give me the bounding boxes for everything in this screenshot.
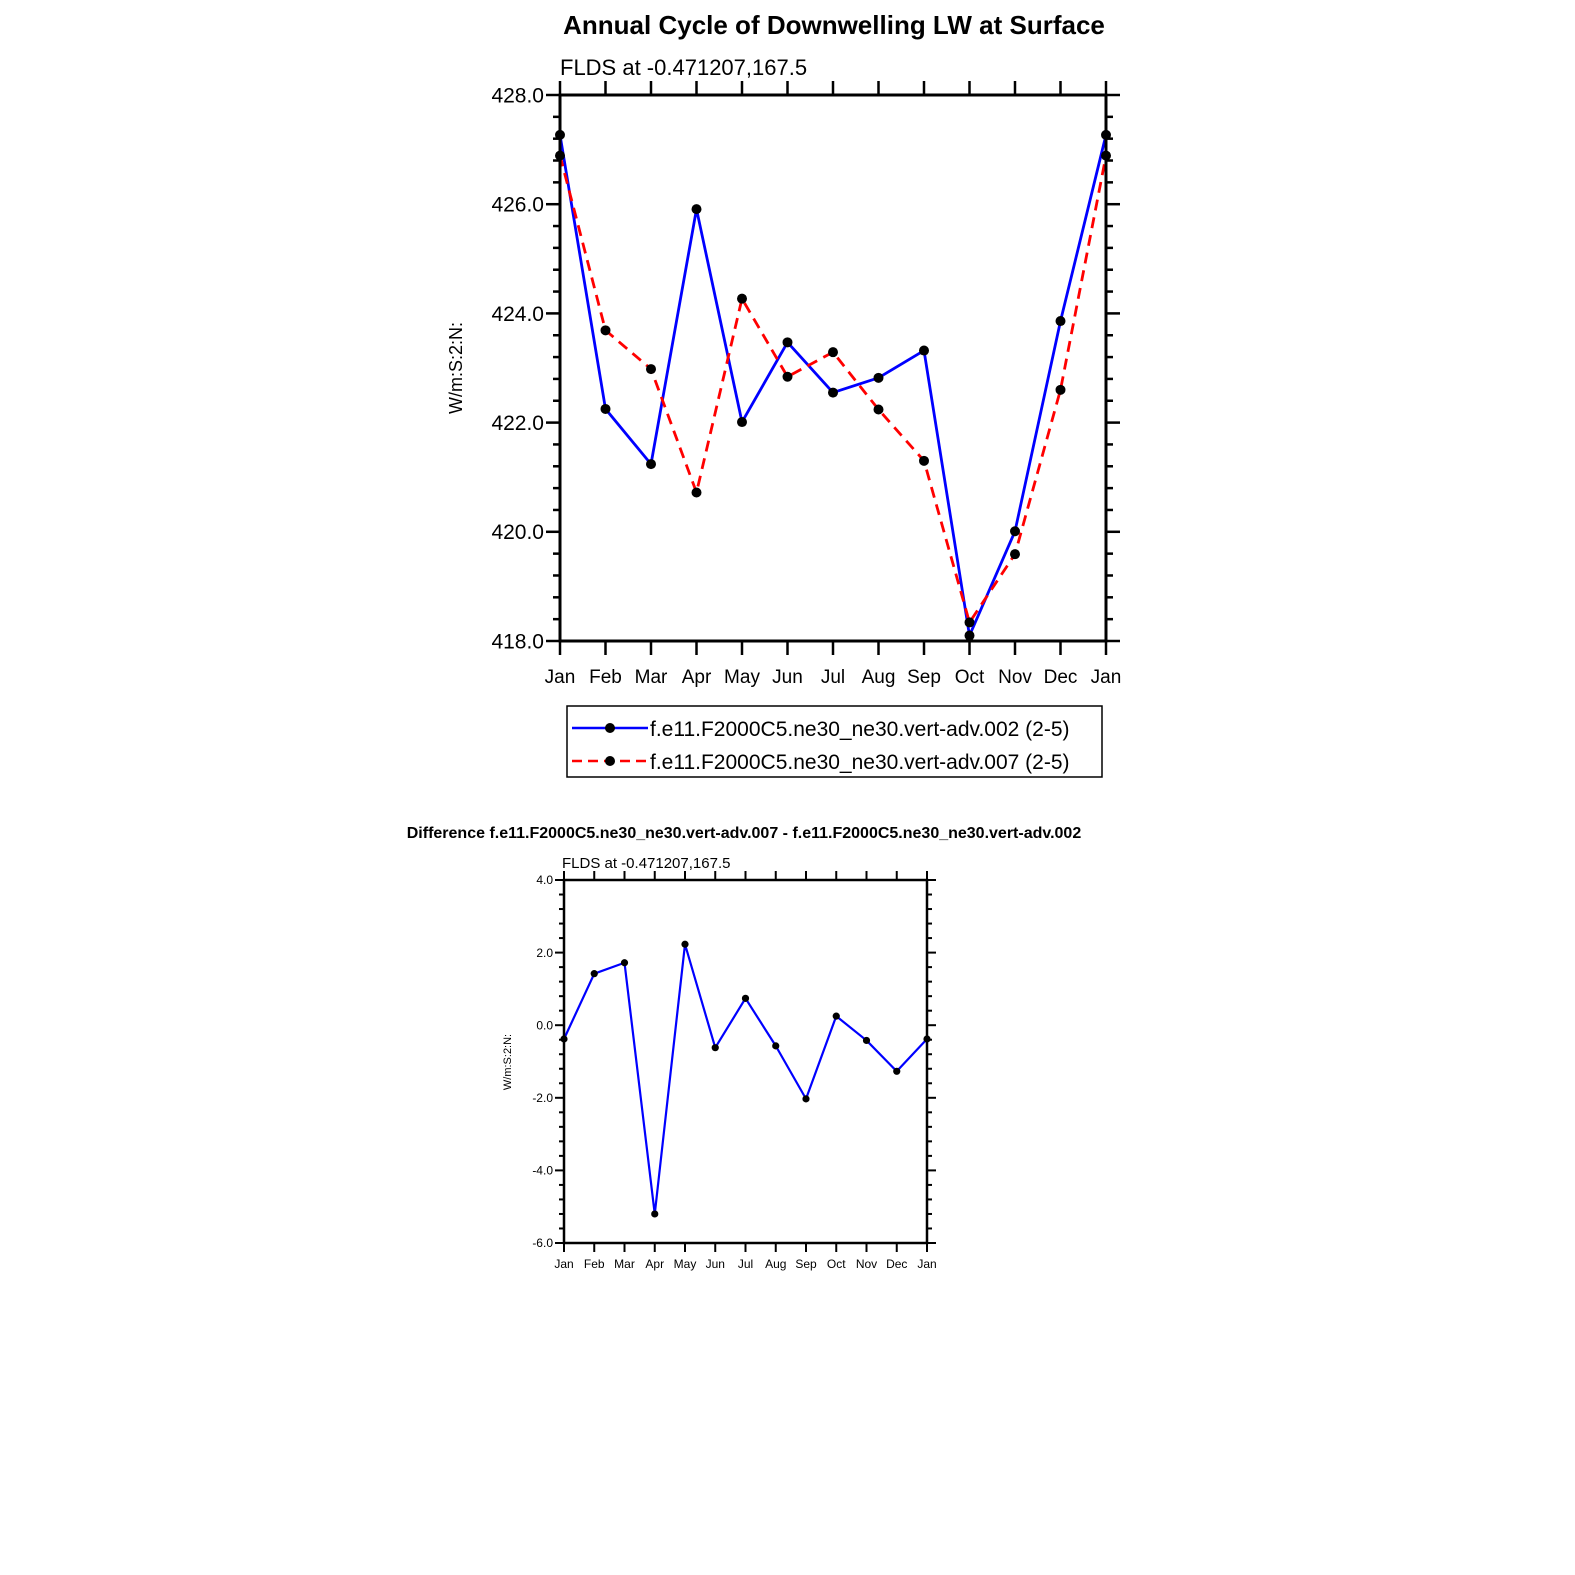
y-tick-label: 424.0 (491, 303, 544, 326)
x-tick-label: Jun (706, 1257, 725, 1271)
y-tick-label: 418.0 (491, 630, 544, 653)
x-tick-label: Jan (554, 1257, 573, 1271)
x-tick-label: May (674, 1257, 697, 1271)
data-point-series-1 (737, 417, 747, 428)
data-point-series-1 (1010, 526, 1020, 537)
data-point-series-2 (646, 364, 656, 375)
data-point-series-2 (600, 325, 611, 336)
data-point-series-2 (691, 487, 702, 498)
x-tick-label: Apr (682, 667, 712, 688)
data-point-series-2 (737, 293, 747, 304)
data-point-series-1 (681, 940, 689, 948)
bottom-chart-title: Difference f.e11.F2000C5.ne30_ne30.vert-… (407, 825, 1082, 842)
data-point-series-1 (828, 387, 838, 398)
data-point-series-1 (1055, 316, 1066, 327)
legend-box (566, 705, 1103, 778)
data-point-series-2 (964, 617, 975, 628)
top-chart-legend: f.e11.F2000C5.ne30_ne30.vert-adv.002 (2-… (566, 705, 1103, 778)
data-point-series-1 (802, 1095, 810, 1103)
x-tick-label: Feb (584, 1257, 605, 1271)
data-point-series-1 (893, 1067, 901, 1075)
x-tick-label: Dec (886, 1257, 907, 1271)
legend-marker-series-1 (605, 723, 615, 733)
top-chart-frame (558, 93, 1108, 643)
y-tick-label: 420.0 (491, 521, 544, 544)
data-point-series-1 (711, 1044, 719, 1052)
data-point-series-1 (651, 1210, 659, 1218)
data-point-series-2 (1055, 384, 1066, 395)
x-tick-label: Oct (827, 1257, 846, 1271)
x-tick-label: Sep (795, 1257, 817, 1271)
top-chart-ylabel: W/m:S:2:N: (446, 322, 466, 414)
top-chart-subtitle: FLDS at -0.471207,167.5 (560, 55, 807, 80)
legend-label-series-2: f.e11.F2000C5.ne30_ne30.vert-adv.007 (2-… (650, 751, 1070, 774)
bottom-chart-ylabel: W/m:S:2:N: (502, 1034, 514, 1090)
data-point-series-1 (919, 345, 929, 356)
y-tick-label: 422.0 (491, 412, 544, 435)
top-chart-tick-labels: 418.0 420.0 422.0 424.0 426.0 428.0 Jan Feb Mar A… (491, 84, 1121, 688)
y-tick-label: 428.0 (491, 84, 544, 107)
data-point-series-2 (873, 404, 884, 415)
x-tick-label: Sep (907, 667, 941, 688)
data-point-series-1 (691, 204, 702, 215)
data-point-series-1 (832, 1012, 840, 1020)
data-point-series-1 (646, 459, 656, 470)
top-chart-title: Annual Cycle of Downwelling LW at Surfac… (563, 10, 1105, 40)
data-point-series-1 (590, 970, 598, 978)
top-chart-series (555, 129, 1111, 641)
y-tick-label: 0.0 (536, 1018, 553, 1032)
data-point-series-1 (620, 959, 629, 967)
data-point-series-2 (828, 347, 838, 358)
x-tick-label: Oct (955, 667, 985, 688)
data-point-series-2 (782, 371, 793, 382)
x-tick-label: Nov (856, 1257, 877, 1271)
bottom-chart: Difference f.e11.F2000C5.ne30_ne30.vert-… (407, 825, 1082, 1271)
bottom-chart-frame (562, 878, 929, 1245)
x-tick-label: Aug (862, 667, 896, 688)
series-line-1 (558, 134, 1108, 637)
x-tick-label: May (724, 667, 760, 688)
data-point-series-1 (964, 630, 975, 641)
x-tick-label: Mar (614, 1257, 635, 1271)
x-tick-label: Feb (589, 667, 622, 688)
x-tick-label: Apr (645, 1257, 664, 1271)
x-tick-label: Jan (545, 667, 576, 688)
top-chart-axes (546, 81, 1120, 655)
y-tick-label: -2.0 (532, 1091, 553, 1105)
x-tick-label: Jul (738, 1257, 753, 1271)
data-point-series-2 (919, 455, 929, 466)
x-tick-label: Nov (998, 667, 1032, 688)
y-tick-label: 2.0 (536, 946, 553, 960)
data-point-series-1 (862, 1036, 871, 1045)
bottom-chart-axes (555, 871, 936, 1252)
x-tick-label: Jan (1091, 667, 1122, 688)
bottom-chart-subtitle: FLDS at -0.471207,167.5 (562, 855, 730, 872)
data-point-series-1 (741, 994, 750, 1002)
top-chart: Annual Cycle of Downwelling LW at Surfac… (446, 10, 1121, 778)
data-point-series-2 (1010, 549, 1020, 560)
data-point-series-1 (600, 403, 611, 414)
data-point-series-1 (782, 337, 793, 348)
y-tick-label: -4.0 (532, 1164, 553, 1178)
y-tick-label: -6.0 (532, 1236, 553, 1250)
legend-label-series-1: f.e11.F2000C5.ne30_ne30.vert-adv.002 (2-… (650, 718, 1070, 741)
x-tick-label: Mar (635, 667, 668, 688)
x-tick-label: Jul (821, 667, 845, 688)
y-tick-label: 4.0 (536, 873, 553, 887)
x-tick-label: Jan (917, 1257, 936, 1271)
series-line-1 (563, 943, 928, 1216)
bottom-chart-series (560, 940, 931, 1218)
y-tick-label: 426.0 (491, 194, 544, 217)
x-tick-label: Aug (765, 1257, 786, 1271)
legend-marker-series-2 (605, 756, 615, 766)
x-tick-label: Jun (772, 667, 803, 688)
bottom-chart-tick-labels: -6.0 -4.0 -2.0 0.0 2.0 4.0 Jan Feb Mar Apr May Jun J… (532, 873, 936, 1271)
data-point-series-1 (873, 372, 884, 383)
x-tick-label: Dec (1044, 667, 1078, 688)
data-point-series-1 (772, 1042, 780, 1050)
